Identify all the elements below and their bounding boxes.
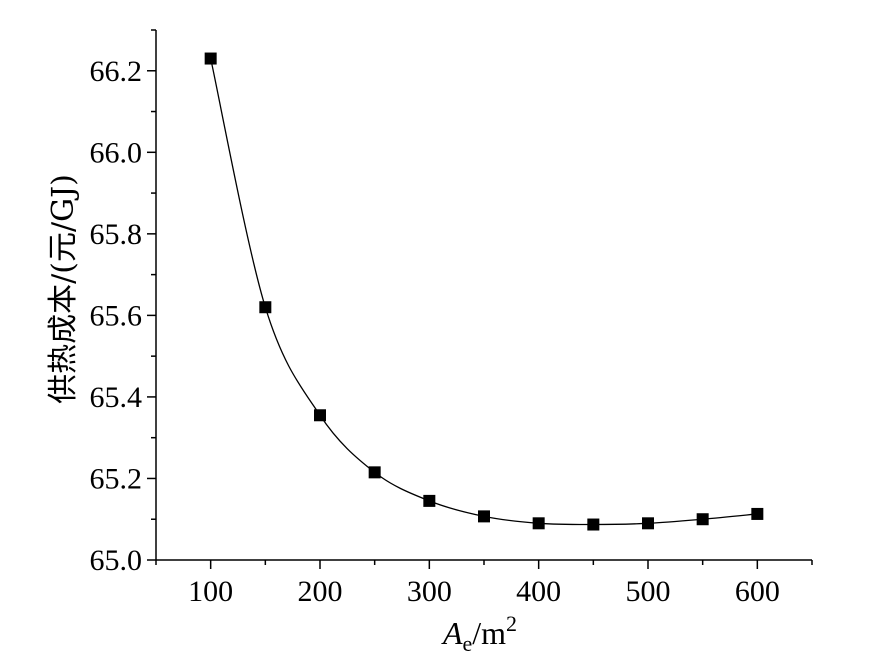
y-tick-label: 66.2 (90, 55, 143, 88)
x-tick-label: 500 (626, 575, 671, 608)
y-tick-label: 65.0 (90, 544, 143, 577)
x-tick-label: 600 (735, 575, 780, 608)
x-axis-title: Ae/m2 (441, 611, 517, 656)
data-point (751, 507, 764, 520)
series-line (210, 58, 758, 526)
x-tick-label: 200 (298, 575, 343, 608)
data-point (259, 301, 272, 314)
data-point (642, 517, 654, 530)
data-point (314, 409, 326, 422)
axes (155, 30, 812, 561)
y-tick-label: 65.6 (90, 299, 143, 332)
x-tick-label: 300 (407, 575, 452, 608)
x-tick-label: 100 (188, 575, 233, 608)
y-axis-title: 供热成本/(元/GJ) (46, 174, 81, 404)
data-point (368, 466, 381, 479)
markers (204, 52, 764, 531)
data-point (423, 494, 436, 507)
data-point (696, 513, 709, 526)
series-line-group (210, 58, 758, 526)
ticks (147, 29, 813, 569)
y-tick-label: 65.2 (90, 462, 143, 495)
labels: 100 200 300 400 500 600 65.0 65.2 65.4 65.6 65.8 66… (46, 55, 780, 656)
y-tick-label: 66.0 (90, 136, 143, 169)
data-point (532, 517, 545, 530)
data-point (478, 510, 490, 523)
data-point (587, 518, 600, 531)
y-tick-label: 65.4 (90, 381, 143, 414)
x-tick-label: 400 (516, 575, 561, 608)
y-tick-label: 65.8 (90, 218, 143, 251)
data-point (204, 52, 217, 65)
